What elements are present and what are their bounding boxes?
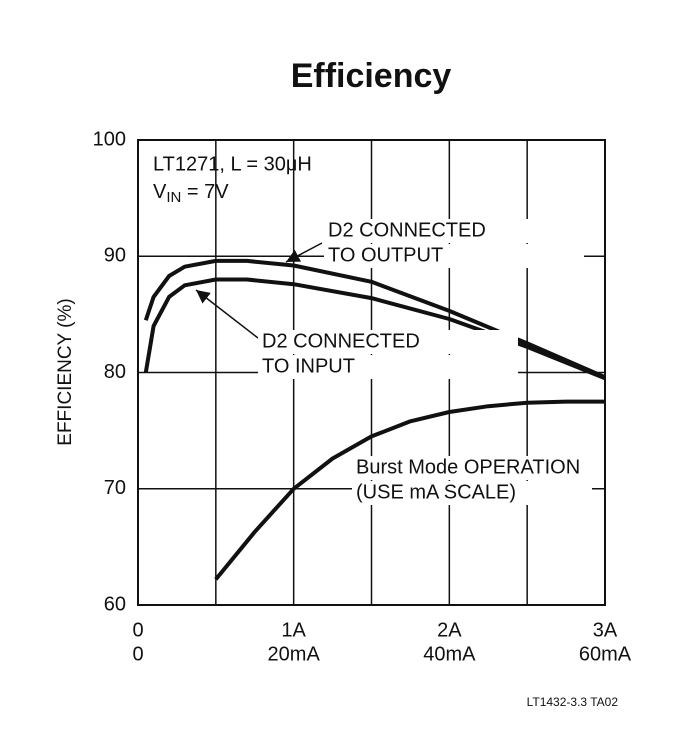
plot-frame	[137, 139, 606, 606]
x-tick-label: 1A	[281, 619, 306, 641]
series-label: TO OUTPUT	[328, 244, 443, 266]
x2-tick-label: 40mA	[423, 643, 476, 665]
y-tick-label: 100	[93, 128, 126, 150]
label-background	[258, 330, 518, 354]
annotation-part: V	[153, 181, 167, 203]
y-axis-label: EFFICIENCY (%)	[55, 298, 76, 445]
x2-tick-label: 60mA	[579, 643, 632, 665]
series-label: TO INPUT	[262, 355, 355, 377]
annotation-part: = 7V	[181, 181, 229, 203]
label-background	[258, 355, 518, 379]
label-background	[324, 219, 584, 243]
series-label: D2 CONNECTED	[328, 219, 486, 241]
footnote: LT1432-3.3 TA02	[527, 695, 619, 709]
y-tick-label: 70	[104, 477, 126, 499]
y-tick-label: 60	[104, 593, 126, 615]
y-tick-label: 80	[104, 361, 126, 383]
chart-title: Efficiency	[291, 57, 452, 95]
series-label: Burst Mode OPERATION	[356, 456, 580, 478]
x-tick-label: 2A	[437, 619, 462, 641]
series-line	[143, 258, 606, 380]
x2-tick-label: 0	[132, 643, 143, 665]
label-background	[352, 481, 592, 505]
arrow	[285, 242, 323, 263]
arrow	[195, 289, 259, 339]
x-tick-label: 0	[132, 619, 143, 641]
series-label: D2 CONNECTED	[262, 330, 420, 352]
series-line	[214, 399, 605, 581]
annotation-subscript: IN	[166, 189, 181, 206]
x2-tick-label: 20mA	[268, 643, 321, 665]
series-label: (USE mA SCALE)	[356, 481, 516, 503]
label-background	[324, 244, 584, 268]
label-background	[352, 456, 592, 480]
annotation: LT1271, L = 30μH	[153, 153, 312, 175]
x-tick-label: 3A	[593, 619, 618, 641]
annotation: VIN = 7V	[153, 181, 229, 206]
series-line	[143, 277, 606, 381]
y-tick-label: 90	[104, 245, 126, 267]
